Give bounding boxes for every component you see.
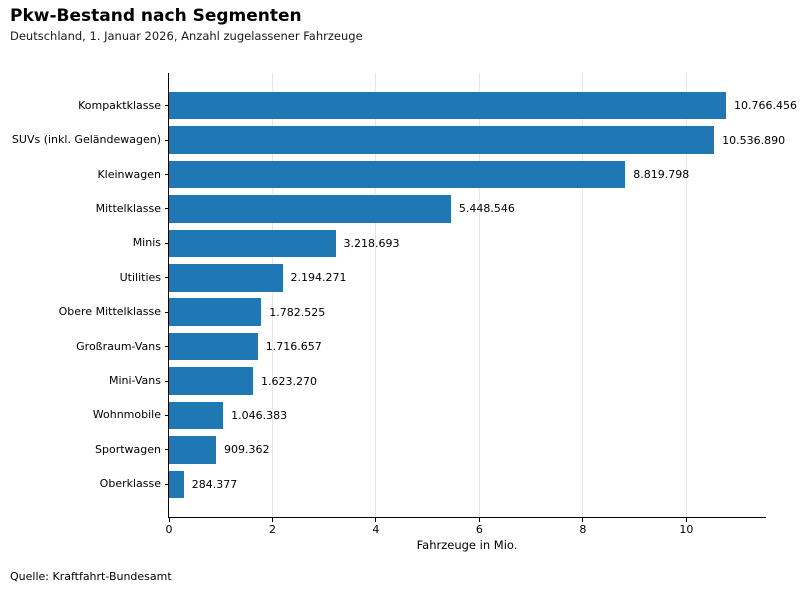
- bar-6: [169, 298, 262, 326]
- category-label-6: Obere Mittelklasse: [58, 305, 161, 319]
- y-tick-2: [165, 174, 169, 176]
- plot-area: 10.766.456 10.536.890 8.819.798 5.448.546 3.…: [169, 73, 797, 517]
- gridline-x-2: [271, 73, 273, 517]
- gridline-x-6: [478, 73, 480, 517]
- bar-5: [169, 264, 283, 292]
- bar-4: [169, 229, 336, 258]
- y-tick-9: [165, 414, 169, 416]
- gridline-x-8: [582, 73, 584, 517]
- bar-row-7: 1.716.657: [169, 332, 766, 361]
- bar-8: [169, 367, 253, 395]
- category-label-9: Wohnmobile: [92, 408, 161, 422]
- y-axis-labels: Kompaktklasse SUVs (inkl. Geländewagen) Kl…: [0, 73, 161, 517]
- bar-value-label-2: 8.819.798: [633, 168, 690, 182]
- bar-7: [169, 332, 258, 361]
- bar-value-label-1: 10.536.890: [722, 133, 786, 147]
- category-label-2: Kleinwagen: [97, 167, 161, 181]
- x-tick-6: [478, 518, 480, 522]
- x-axis-title: Fahrzeuge in Mio.: [416, 538, 518, 552]
- bar-value-label-3: 5.448.546: [458, 202, 515, 216]
- bar-value-label-5: 2.194.271: [290, 271, 347, 285]
- bar-9: [169, 401, 224, 430]
- bar-row-6: 1.782.525: [169, 298, 766, 326]
- x-tick-2: [271, 518, 273, 522]
- bar-row-2: 8.819.798: [169, 160, 766, 189]
- bar-row-1: 10.536.890: [169, 126, 785, 154]
- x-tick-10: [685, 518, 687, 522]
- category-label-8: Mini-Vans: [108, 374, 161, 388]
- y-tick-8: [165, 380, 169, 382]
- bar-row-3: 5.448.546: [169, 195, 766, 223]
- x-tick-label-10: 10: [679, 523, 694, 536]
- category-label-5: Utilities: [119, 270, 161, 284]
- x-tick-8: [582, 518, 584, 522]
- y-tick-3: [165, 208, 169, 210]
- x-tick-label-6: 6: [475, 523, 483, 536]
- bar-0: [169, 91, 726, 120]
- bar-value-label-7: 1.716.657: [265, 340, 322, 354]
- bar-10: [169, 436, 217, 464]
- category-label-3: Mittelklasse: [95, 201, 161, 215]
- source-note: Quelle: Kraftfahrt-Bundesamt: [10, 570, 172, 583]
- bar-3: [169, 195, 451, 223]
- bar-1: [169, 126, 715, 154]
- gridline-x-4: [375, 73, 377, 517]
- x-axis-spine: [168, 517, 766, 518]
- y-tick-7: [165, 346, 169, 348]
- y-axis-spine: [168, 73, 169, 518]
- bar-value-label-8: 1.623.270: [260, 374, 317, 388]
- x-tick-0: [168, 518, 170, 522]
- bar-row-8: 1.623.270: [169, 367, 766, 395]
- bar-row-0: 10.766.456: [169, 91, 797, 120]
- chart-subtitle: Deutschland, 1. Januar 2026, Anzahl zuge…: [10, 29, 363, 43]
- bar-value-label-10: 909.362: [224, 443, 270, 457]
- y-tick-11: [165, 483, 169, 485]
- bar-value-label-4: 3.218.693: [343, 236, 400, 250]
- bar-value-label-6: 1.782.525: [269, 305, 326, 319]
- bar-row-5: 2.194.271: [169, 264, 766, 292]
- bar-row-10: 909.362: [169, 436, 766, 464]
- x-tick-4: [375, 518, 377, 522]
- category-label-1: SUVs (inkl. Geländewagen): [11, 133, 161, 147]
- bar-row-4: 3.218.693: [169, 229, 766, 258]
- bar-2: [169, 160, 626, 189]
- chart-title: Pkw-Bestand nach Segmenten: [10, 6, 302, 26]
- x-tick-label-2: 2: [268, 523, 276, 536]
- x-tick-label-0: 0: [165, 523, 173, 536]
- bar-11: [169, 470, 184, 499]
- x-tick-label-4: 4: [372, 523, 380, 536]
- category-label-11: Oberklasse: [99, 477, 161, 491]
- bar-value-label-0: 10.766.456: [733, 99, 797, 113]
- category-label-10: Sportwagen: [95, 442, 161, 456]
- y-tick-1: [165, 139, 169, 141]
- y-tick-4: [165, 242, 169, 244]
- category-label-4: Minis: [132, 236, 161, 250]
- category-label-0: Kompaktklasse: [78, 98, 161, 112]
- category-label-7: Großraum-Vans: [76, 339, 161, 353]
- y-tick-5: [165, 277, 169, 279]
- gridline-x-10: [685, 73, 687, 517]
- bar-value-label-11: 284.377: [191, 477, 238, 491]
- x-tick-label-8: 8: [579, 523, 587, 536]
- y-tick-10: [165, 449, 169, 451]
- bar-value-label-9: 1.046.383: [231, 408, 288, 422]
- y-tick-0: [165, 105, 169, 107]
- bar-row-11: 284.377: [169, 470, 766, 499]
- bar-row-9: 1.046.383: [169, 401, 766, 430]
- y-tick-6: [165, 311, 169, 313]
